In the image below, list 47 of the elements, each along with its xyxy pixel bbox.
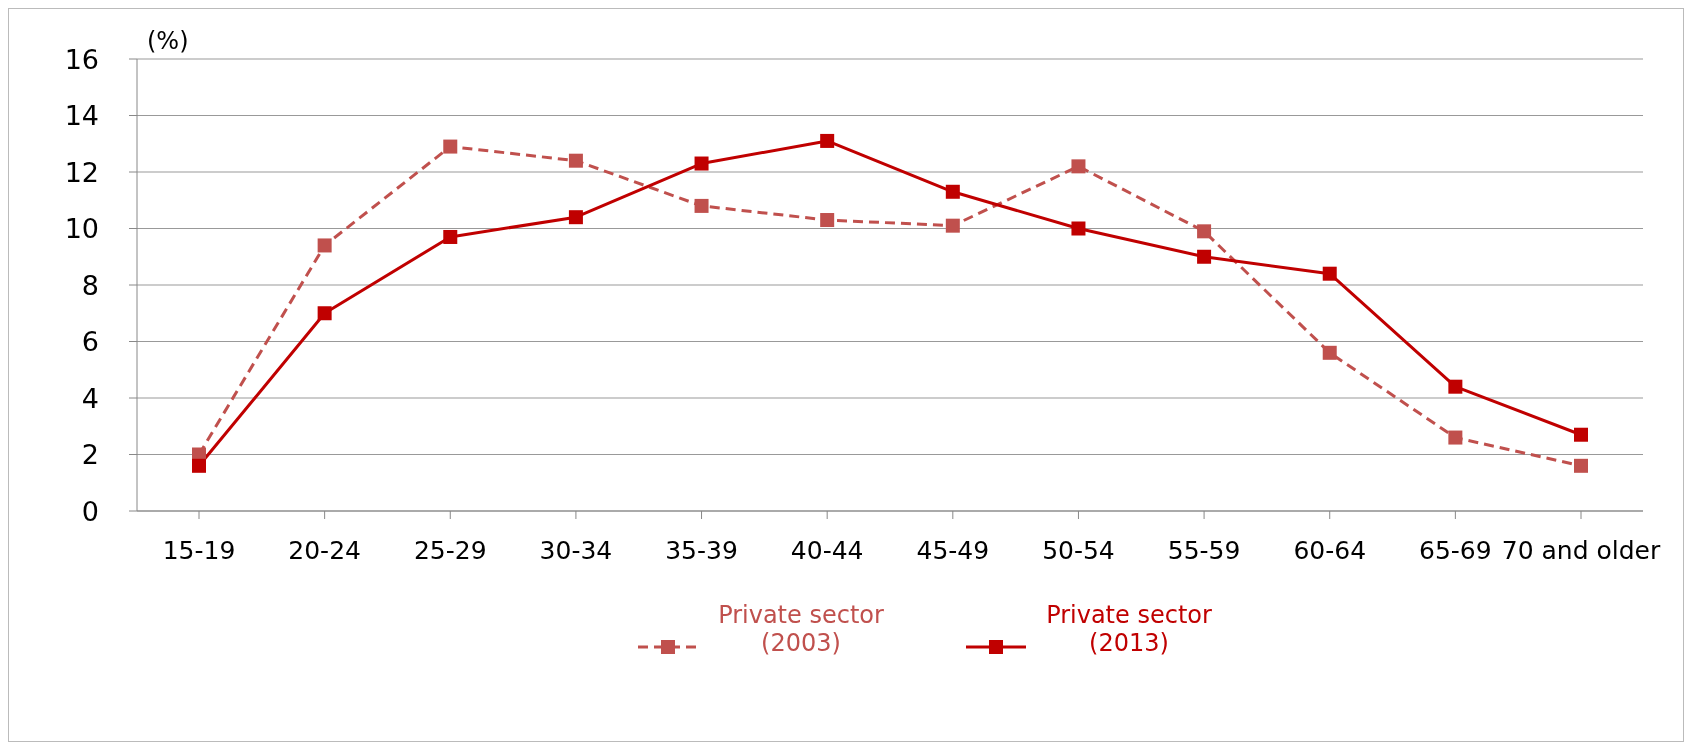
- x-tick-label: 50-54: [1042, 535, 1115, 565]
- y-tick-label: 8: [81, 269, 99, 301]
- x-tick-label: 35-39: [665, 535, 738, 565]
- x-tick-label: 30-34: [539, 535, 613, 565]
- y-tick-label: 12: [64, 156, 99, 188]
- point: [1574, 458, 1588, 473]
- point: [1071, 221, 1086, 236]
- point: [1574, 427, 1588, 442]
- y-tick-label: 4: [81, 382, 99, 414]
- point: [317, 306, 332, 321]
- y-tick-label: 2: [81, 439, 99, 471]
- point: [820, 133, 835, 148]
- x-tick-label: 65-69: [1419, 535, 1492, 565]
- x-tick-label: 20-24: [288, 535, 361, 565]
- point: [1322, 345, 1337, 360]
- y-tick-label: 6: [81, 326, 99, 358]
- point: [694, 156, 709, 171]
- x-tick-label: 70 and older: [1501, 535, 1661, 565]
- y-axis-title: (%): [147, 27, 189, 55]
- x-tick-label: 55-59: [1167, 535, 1241, 565]
- x-tick-label: 60-64: [1293, 535, 1367, 565]
- y-tick-label: 10: [64, 213, 99, 245]
- point: [443, 139, 458, 154]
- point: [820, 213, 835, 228]
- y-tick-label: 14: [64, 100, 99, 132]
- point: [945, 218, 960, 233]
- point: [945, 184, 960, 199]
- point: [443, 229, 458, 244]
- point: [1197, 249, 1212, 264]
- point: [568, 210, 583, 225]
- text: Private sector (2003): [717, 601, 885, 657]
- x-tick-label: 15-19: [162, 535, 236, 565]
- x-tick-label: 45-49: [916, 535, 990, 565]
- x-tick-label: 40-44: [790, 535, 864, 565]
- point: [1322, 266, 1337, 281]
- point: [1448, 430, 1463, 445]
- point: [694, 198, 709, 213]
- point: [192, 458, 206, 473]
- text: Private sector (2013): [1045, 601, 1213, 657]
- point: [568, 153, 583, 168]
- point: [1197, 224, 1212, 239]
- point: [1071, 159, 1086, 174]
- point: [1448, 379, 1463, 394]
- x-tick-label: 25-29: [413, 535, 487, 565]
- y-tick-label: 0: [81, 495, 99, 527]
- point: [317, 238, 332, 253]
- y-tick-label: 16: [64, 43, 99, 75]
